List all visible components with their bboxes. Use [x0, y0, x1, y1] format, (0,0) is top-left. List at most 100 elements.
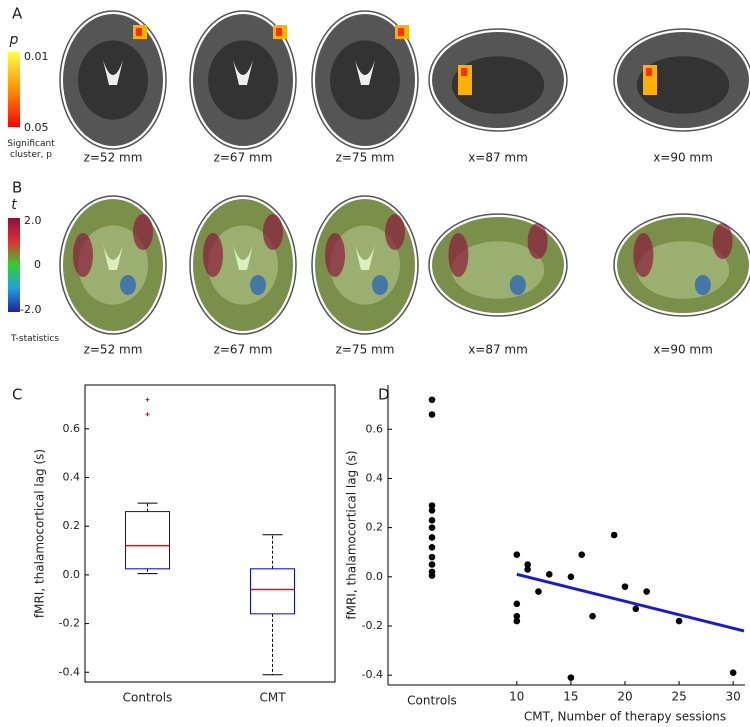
tstat-blob [509, 275, 526, 295]
y-axis-label: fMRI, thalamocortical lag (s) [345, 450, 359, 619]
tstat-blob [372, 275, 388, 295]
point [729, 669, 737, 677]
point [428, 516, 436, 524]
ventricle [355, 245, 375, 270]
ventricle [233, 60, 253, 85]
ventricle [103, 245, 123, 270]
outlier [145, 412, 150, 417]
y-tick-label: 0.6 [63, 422, 81, 435]
y-tick-label: 0.0 [366, 570, 384, 583]
tstat-blob [325, 233, 345, 277]
colorbar-caption: Significant cluster, p [7, 139, 55, 160]
point [621, 583, 629, 590]
tstat-blob [527, 223, 548, 259]
fit-line [516, 572, 745, 633]
point [567, 674, 575, 681]
tstat-blob [712, 223, 733, 259]
panel-label: D [378, 386, 390, 404]
tstat-blob [120, 275, 136, 295]
ventricle [103, 60, 123, 85]
point [428, 534, 436, 541]
point [610, 531, 618, 539]
tstat-blob [385, 214, 405, 250]
slice-label: x=90 mm [653, 343, 713, 357]
y-axis-label: fMRI, thalamocortical lag (s) [33, 449, 47, 618]
ventricle [233, 245, 253, 270]
point [589, 612, 596, 620]
x-tick-label: Controls [123, 691, 173, 705]
colorbar-label: 0 [34, 258, 41, 271]
activation [461, 68, 467, 76]
colorbar-label: 2.0 [24, 214, 42, 227]
point [428, 411, 436, 418]
y-tick-label: -0.4 [59, 665, 80, 678]
point [428, 396, 436, 404]
point [428, 572, 436, 579]
x-tick-label: 10 [509, 690, 524, 704]
slice-label: x=87 mm [468, 151, 528, 165]
slice-label: z=75 mm [336, 151, 395, 165]
point [524, 561, 531, 568]
colorbar-label: 0.01 [24, 50, 49, 63]
y-tick-label: 0.4 [366, 471, 384, 484]
colorbar-label: -2.0 [20, 303, 41, 316]
point [513, 612, 521, 620]
point [428, 524, 436, 531]
tstat-blob [694, 275, 711, 295]
y-tick-label: -0.4 [362, 668, 383, 681]
y-tick-label: 0.0 [63, 568, 81, 581]
panel-label: A [12, 5, 23, 23]
point [513, 551, 521, 558]
x-tick-label: 30 [726, 690, 741, 704]
point [545, 571, 553, 578]
x-tick-label: CMT [259, 691, 286, 705]
panel-label: C [12, 386, 22, 404]
point [428, 561, 436, 568]
brain-inner [451, 56, 545, 114]
point [632, 605, 640, 613]
slice-label: z=67 mm [214, 151, 273, 165]
colorbar-symbol: p [9, 32, 19, 48]
point [675, 617, 683, 625]
tstat-blob [133, 214, 153, 250]
point [513, 600, 521, 608]
plot-frame [84, 384, 336, 683]
colorbar [8, 218, 20, 312]
x-tick-label: 20 [617, 690, 632, 704]
x-axis-label: CMT, Number of therapy sessions [524, 710, 726, 724]
panel-label: B [12, 179, 22, 197]
category-label: Controls [407, 694, 457, 708]
point [513, 617, 521, 625]
tstat-blob [448, 233, 469, 277]
y-tick-label: -0.2 [59, 617, 80, 630]
colorbar-label: 0.05 [24, 121, 49, 134]
point [578, 551, 586, 558]
point [524, 566, 531, 573]
y-tick-label: -0.2 [362, 619, 383, 632]
tstat-blob [250, 275, 266, 295]
point [428, 553, 436, 561]
colorbar [8, 52, 20, 127]
y-tick-label: 0.2 [366, 521, 384, 534]
box [250, 568, 295, 615]
slice-label: x=90 mm [653, 151, 713, 165]
outlier [145, 397, 150, 402]
slice-label: x=87 mm [468, 343, 528, 357]
point [428, 502, 436, 509]
point [428, 543, 436, 551]
y-tick-label: 0.4 [63, 471, 81, 484]
box [125, 511, 170, 570]
brain-inner [636, 56, 730, 114]
slice-label: z=52 mm [84, 343, 143, 357]
tstat-blob [633, 233, 654, 277]
y-tick-label: 0.2 [63, 519, 81, 532]
activation [646, 68, 652, 76]
slice-label: z=52 mm [84, 151, 143, 165]
activation [398, 28, 404, 36]
ventricle [355, 60, 375, 85]
x-tick-label: 15 [563, 690, 578, 704]
tstat-blob [73, 233, 93, 277]
point [535, 588, 542, 595]
